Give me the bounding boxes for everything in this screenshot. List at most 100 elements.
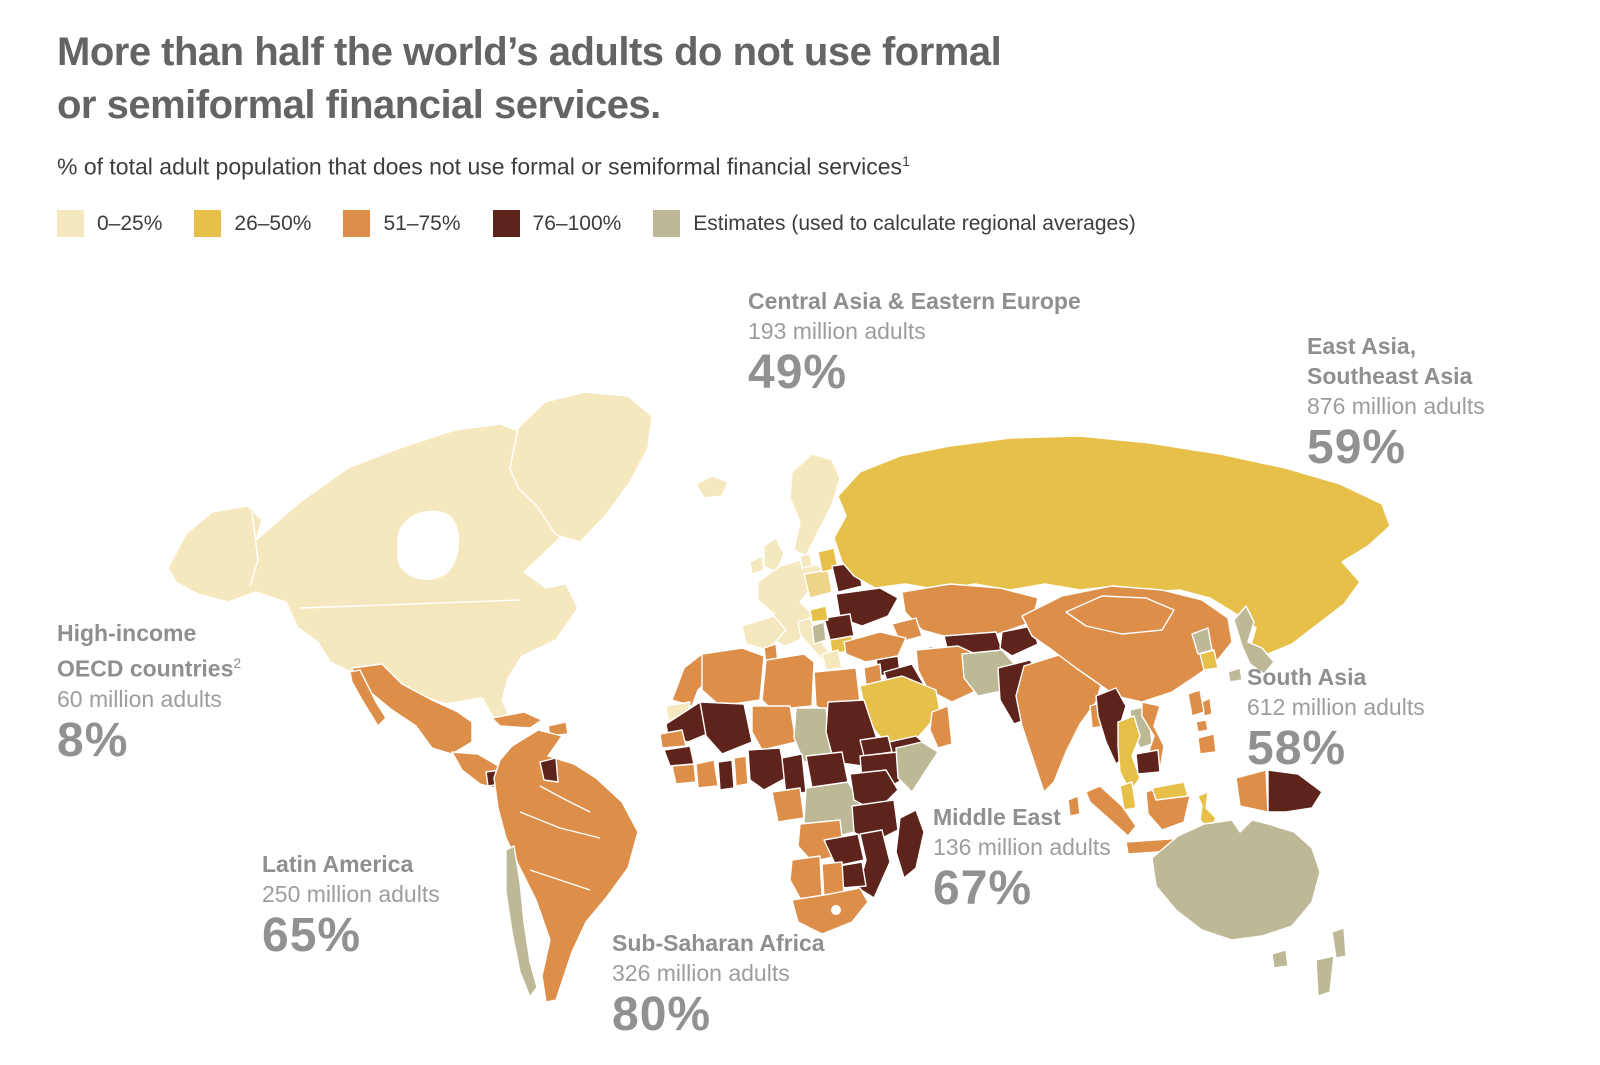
country-senegal: [659, 729, 687, 749]
country-papua-new-guinea: [1267, 769, 1323, 813]
country-ireland: [749, 555, 765, 575]
region-name: South Asia: [1247, 664, 1367, 690]
region-label-latin-america: Latin America 250 million adults 65%: [262, 849, 440, 962]
africa: [659, 643, 939, 935]
gabon-congo: [771, 787, 805, 823]
country-russia: [833, 435, 1391, 655]
country-ivory-coast: [695, 759, 719, 789]
region-percent: 58%: [1247, 722, 1347, 775]
country-namibia: [789, 855, 823, 903]
country-sumatra: [1085, 785, 1137, 837]
country-australia: [1151, 819, 1321, 941]
region-name: Central Asia & Eastern Europe: [748, 288, 1081, 314]
country-hungary: [809, 605, 829, 623]
legend-label-76-100: 76–100%: [532, 211, 622, 235]
subtitle-footnote: 1: [902, 153, 910, 169]
region-name-footnote: 2: [233, 655, 242, 671]
legend-item-estimates: Estimates (used to calculate regional av…: [653, 210, 1136, 237]
region-name: Sub-Saharan Africa: [612, 930, 825, 956]
region-label-east-asia-southeast-asia: East Asia, Southeast Asia 876 million ad…: [1307, 331, 1485, 474]
chart-subtitle: % of total adult population that does no…: [57, 153, 910, 181]
country-libya: [761, 653, 815, 711]
region-label-middle-east: Middle East 136 million adults 67%: [933, 802, 1111, 915]
region-percent: 65%: [262, 909, 362, 962]
region-name-line1: East Asia,: [1307, 333, 1417, 359]
region-adults: 136 million adults: [933, 834, 1111, 860]
oceania: [1151, 819, 1347, 997]
region-percent: 8%: [57, 713, 129, 767]
togo-benin: [733, 755, 749, 787]
legend-swatch-26-50: [194, 210, 222, 237]
map-legend: 0–25% 26–50% 51–75% 76–100% Estimates (u…: [57, 210, 1168, 237]
region-adults: 250 million adults: [262, 881, 440, 907]
country-denmark: [799, 553, 813, 569]
region-percent: 80%: [612, 988, 712, 1041]
scandinavia: [789, 453, 841, 557]
philippines-luzon: [1187, 689, 1205, 717]
middle-east: [843, 631, 1043, 765]
country-algeria: [701, 647, 765, 707]
country-canada-usa-alaska: [167, 423, 579, 725]
alaska-border: [249, 511, 259, 587]
mozambique-malawi: [857, 829, 891, 899]
country-iceland: [695, 475, 729, 499]
region-name-line2: OECD countries2: [57, 648, 241, 684]
legend-item-0-25: 0–25%: [57, 210, 162, 237]
country-nigeria: [747, 747, 787, 791]
country-sri-lanka: [1067, 795, 1081, 817]
country-guyana: [539, 757, 559, 783]
country-romania: [823, 613, 855, 641]
peninsular-malaysia: [1119, 781, 1137, 811]
country-chile: [505, 845, 538, 998]
baja-california: [349, 669, 387, 727]
subtitle-text: % of total adult population that does no…: [57, 153, 903, 180]
country-lesotho: [831, 905, 841, 915]
legend-item-26-50: 26–50%: [194, 210, 311, 237]
latin-america: [349, 663, 639, 1003]
south-america-borders: [519, 785, 601, 891]
country-mexico: [351, 663, 473, 755]
legend-label-26-50: 26–50%: [234, 211, 312, 235]
region-percent: 67%: [933, 862, 1033, 915]
iberia: [741, 615, 787, 651]
north-america: [167, 391, 729, 725]
title-line-2: or semiformal financial services.: [57, 83, 661, 127]
country-japan: [1233, 605, 1275, 675]
region-name: Middle East: [933, 804, 1061, 830]
legend-swatch-76-100: [492, 210, 520, 237]
region-name-text: OECD countries: [57, 655, 234, 682]
region-adults: 876 million adults: [1307, 393, 1485, 419]
east-asia: [1021, 585, 1275, 717]
region-adults: 612 million adults: [1247, 694, 1425, 720]
page-title: More than half the world’s adults do not…: [57, 26, 1002, 132]
region-name-line1: High-income: [57, 620, 197, 646]
legend-label-estimates: Estimates (used to calculate regional av…: [693, 211, 1136, 235]
hudson-bay: [397, 510, 460, 580]
south-america: [493, 729, 639, 1003]
country-oman: [929, 705, 953, 749]
country-south-africa: [791, 887, 869, 935]
legend-swatch-51-75: [343, 210, 371, 237]
legend-swatch-estimates: [653, 210, 681, 237]
region-label-high-income-oecd: High-income OECD countries2 60 million a…: [57, 618, 241, 767]
country-ghana: [717, 759, 735, 791]
legend-item-51-75: 51–75%: [343, 210, 461, 237]
country-serbia: [811, 621, 827, 645]
region-percent: 59%: [1307, 421, 1407, 474]
japan-south-island: [1227, 667, 1243, 683]
region-percent: 49%: [748, 346, 848, 399]
malaysia-borneo: [1151, 781, 1189, 801]
country-thailand: [1117, 715, 1141, 793]
sierra-leone-liberia: [671, 763, 697, 785]
region-name-line2: Southeast Asia: [1307, 363, 1473, 389]
region-adults: 193 million adults: [748, 318, 926, 344]
region-label-south-asia: South Asia 612 million adults 58%: [1247, 662, 1425, 775]
title-line-1: More than half the world’s adults do not…: [57, 30, 1002, 74]
west-papua: [1235, 769, 1269, 813]
country-cuba: [491, 711, 543, 729]
country-mongolia: [1065, 595, 1175, 635]
legend-item-76-100: 76–100%: [492, 210, 622, 237]
region-adults: 60 million adults: [57, 685, 222, 712]
